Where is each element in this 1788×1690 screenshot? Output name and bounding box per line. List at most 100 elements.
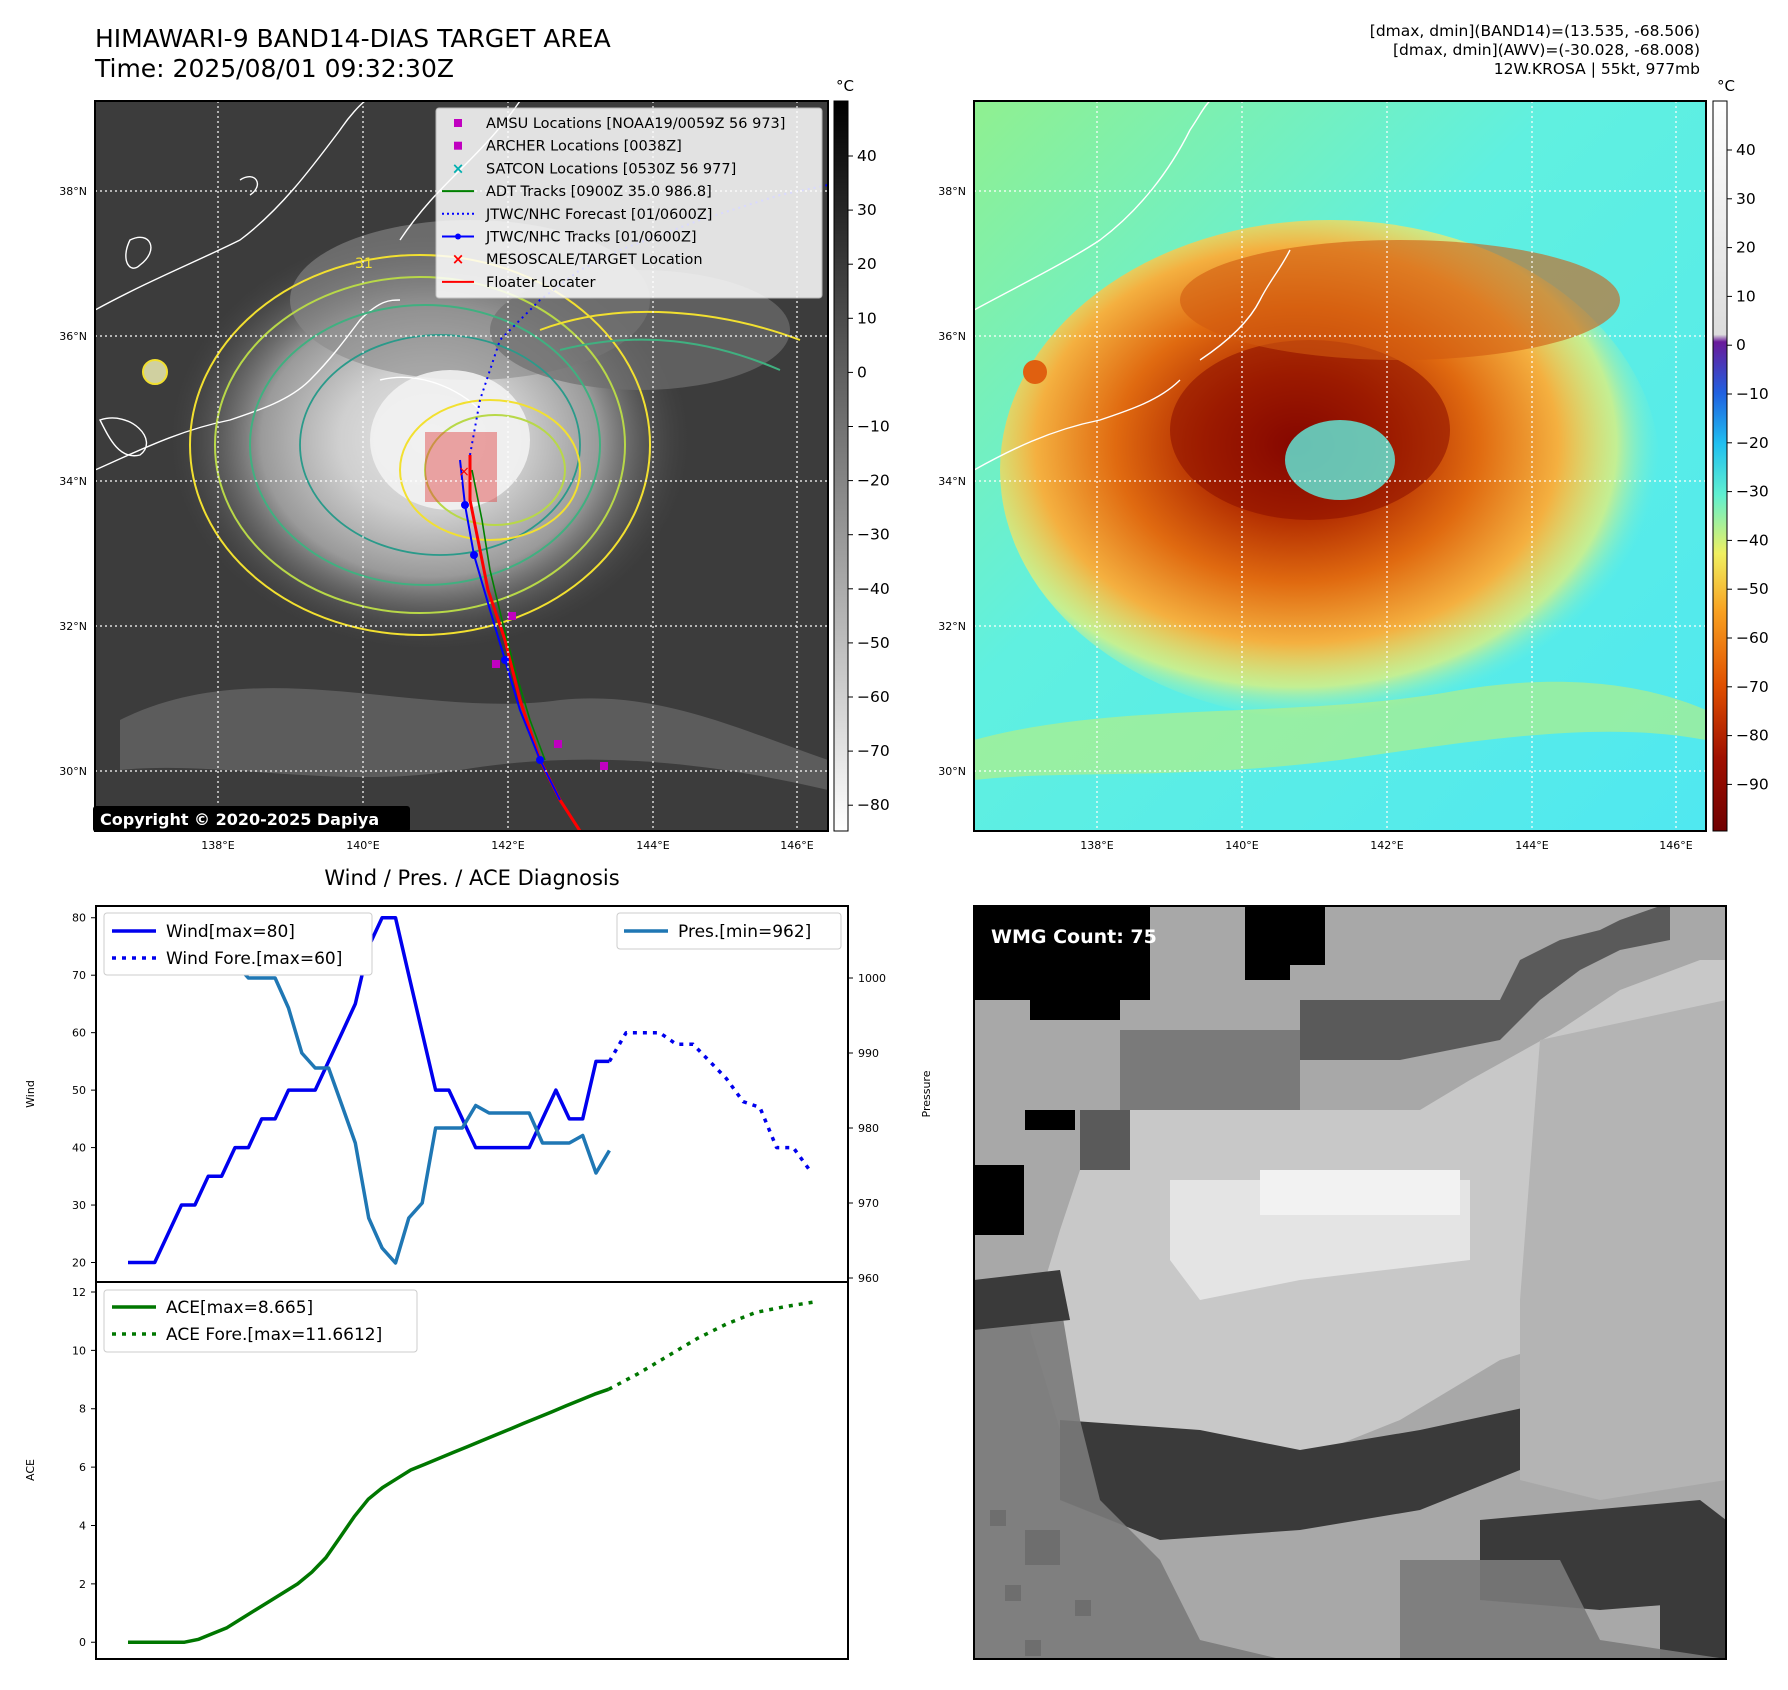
lat-tick-label: 30°N [59, 765, 87, 778]
awv-map-panel: 38°N 36°N 34°N 32°N 30°N 138°E 140°E 142°E 144°… [938, 100, 1707, 852]
wind-tick-label: 30 [72, 1199, 86, 1212]
ace-tick-label: 2 [79, 1578, 86, 1591]
figure-title: HIMAWARI-9 BAND14-DIAS TARGET AREA Time:… [95, 24, 611, 84]
legend-ace-fore: ACE Fore.[max=11.6612] [166, 1325, 382, 1345]
colorbar-tick-label: −80 [857, 796, 890, 814]
map-legend-label: Floater Locater [486, 275, 595, 291]
wind-tick-label: 80 [72, 912, 86, 925]
pressure-tick-label: 990 [858, 1047, 879, 1060]
wmg-count: WMG Count: 75 [991, 926, 1157, 948]
ir-lat-labels: 38°N 36°N 34°N 32°N 30°N [59, 185, 87, 778]
ir-imagery: × -31 [95, 101, 828, 831]
colorbar-tick-label: −50 [857, 634, 890, 652]
lon-tick-label: 146°E [1659, 839, 1692, 852]
svg-text:×: × [452, 159, 465, 177]
map-legend-item: × SATCON Locations [0530Z 56 977] [452, 159, 737, 177]
colorbar-tick-label: −60 [1736, 629, 1769, 647]
info-storm: 12W.KROSA | 55kt, 977mb [1493, 60, 1700, 78]
legend-wind-fore: Wind Fore.[max=60] [166, 949, 342, 969]
wmg-pixels [974, 906, 1726, 1659]
colorbar-tick-label: −30 [857, 526, 890, 544]
map-legend-item: JTWC/NHC Tracks [01/0600Z] [442, 230, 697, 246]
lon-tick-label: 140°E [346, 839, 379, 852]
info-awv-range: [dmax, dmin](AWV)=(-30.028, -68.008) [1393, 41, 1700, 59]
map-legend-label: JTWC/NHC Forecast [01/0600Z] [485, 207, 712, 223]
awv-lat-labels: 38°N 36°N 34°N 32°N 30°N [938, 185, 966, 778]
ace-tick-label: 10 [72, 1344, 86, 1357]
ace-tick-label: 4 [79, 1519, 86, 1532]
adt-track [471, 469, 546, 761]
colorbar-tick-label: 40 [857, 147, 877, 165]
ace-ylabel: ACE [24, 1459, 37, 1481]
colorbar-tick-label: −90 [1736, 775, 1769, 793]
map-legend-item: × MESOSCALE/TARGET Location [452, 250, 703, 268]
lon-tick-label: 142°E [1370, 839, 1403, 852]
lat-tick-label: 34°N [938, 475, 966, 488]
colorbar-tick-label: 40 [1736, 141, 1756, 159]
map-legend-label: AMSU Locations [NOAA19/0059Z 56 973] [486, 116, 785, 132]
wmg-panel: WMG Count: 75 [973, 905, 1727, 1660]
colorbar-tick-label: 30 [1736, 190, 1756, 208]
map-legend-label: ADT Tracks [0900Z 35.0 986.8] [486, 184, 712, 200]
contour-label: -31 [350, 256, 373, 272]
awv-lon-labels: 138°E 140°E 142°E 144°E 146°E [1080, 839, 1692, 852]
colorbar-tick-label: 30 [857, 201, 877, 219]
lat-tick-label: 36°N [938, 330, 966, 343]
awv-colorbar: °C 40 30 20 10 0 −10 −20 −30 −40 −50 −60 −70 −80 −90 [1712, 77, 1769, 832]
awv-frame [973, 100, 1707, 832]
lon-tick-label: 144°E [1515, 839, 1548, 852]
copyright-badge: Copyright © 2020-2025 Dapiya [93, 806, 410, 832]
wind-tick-label: 50 [72, 1084, 86, 1097]
colorbar-tick-label: 0 [1736, 336, 1746, 354]
wind-tick-label: 40 [72, 1142, 86, 1155]
colorbar-tick-label: −40 [1736, 531, 1769, 549]
pressure-legend: Pres.[min=962] [616, 912, 842, 950]
ace-line [128, 1387, 610, 1644]
awv-grid [974, 101, 1706, 831]
colorbar-tick-label: 10 [1736, 287, 1756, 305]
map-legend-item: JTWC/NHC Forecast [01/0600Z] [442, 207, 712, 223]
storm-info: [dmax, dmin](BAND14)=(13.535, -68.506) [… [1370, 22, 1700, 79]
wmg-frame [973, 905, 1727, 1660]
ir-frame [94, 100, 829, 832]
diagnosis-title: Wind / Pres. / ACE Diagnosis [324, 866, 619, 890]
lat-tick-label: 38°N [59, 185, 87, 198]
map-legend-label: ARCHER Locations [0038Z] [486, 139, 682, 155]
bt-colorbar-unit: °C [836, 77, 854, 95]
wind-ylabel: Wind [24, 1080, 37, 1108]
colorbar-tick-label: 20 [1736, 239, 1756, 257]
ace-forecast-line [607, 1300, 815, 1391]
wind-tick-label: 70 [72, 969, 86, 982]
colorbar-tick-label: −20 [857, 472, 890, 490]
lon-tick-label: 138°E [201, 839, 234, 852]
awv-colorbar-unit: °C [1717, 77, 1735, 95]
pressure-tick-label: 980 [858, 1122, 879, 1135]
info-bt-range: [dmax, dmin](BAND14)=(13.535, -68.506) [1369, 22, 1700, 40]
title-line: HIMAWARI-9 BAND14-DIAS TARGET AREA [95, 24, 611, 53]
legend-pressure: Pres.[min=962] [678, 922, 811, 942]
pressure-ylabel: Pressure [920, 1070, 933, 1117]
pressure-tick-label: 960 [858, 1272, 879, 1285]
svg-text:×: × [452, 250, 465, 268]
map-legend-item: ADT Tracks [0900Z 35.0 986.8] [442, 184, 712, 200]
ir-lon-labels: 138°E 140°E 142°E 144°E 146°E [201, 839, 813, 852]
pressure-tick-label: 970 [858, 1197, 879, 1210]
legend-ace: ACE[max=8.665] [166, 1298, 313, 1318]
map-legend: AMSU Locations [NOAA19/0059Z 56 973] ARCH… [435, 107, 823, 299]
track-points: × [458, 464, 608, 770]
colorbar-tick-label: −10 [1736, 385, 1769, 403]
map-legend-item: AMSU Locations [NOAA19/0059Z 56 973] [454, 116, 785, 132]
colorbar-tick-label: −80 [1736, 727, 1769, 745]
colorbar-tick-label: −50 [1736, 580, 1769, 598]
lat-tick-label: 34°N [59, 475, 87, 488]
colorbar-tick-label: −40 [857, 580, 890, 598]
map-legend-item: Floater Locater [442, 275, 595, 291]
colorbar-tick-label: 20 [857, 255, 877, 273]
colorbar-tick-label: −10 [857, 418, 890, 436]
lon-tick-label: 138°E [1080, 839, 1113, 852]
wind-tick-label: 60 [72, 1027, 86, 1040]
bt-colorbar: °C 40 30 20 10 0 −10 −20 −30 −40 −50 −60 −70 −80 [833, 77, 890, 832]
wind-forecast-line [607, 1030, 812, 1172]
awv-imagery [974, 101, 1706, 780]
colorbar-tick-label: −70 [1736, 678, 1769, 696]
